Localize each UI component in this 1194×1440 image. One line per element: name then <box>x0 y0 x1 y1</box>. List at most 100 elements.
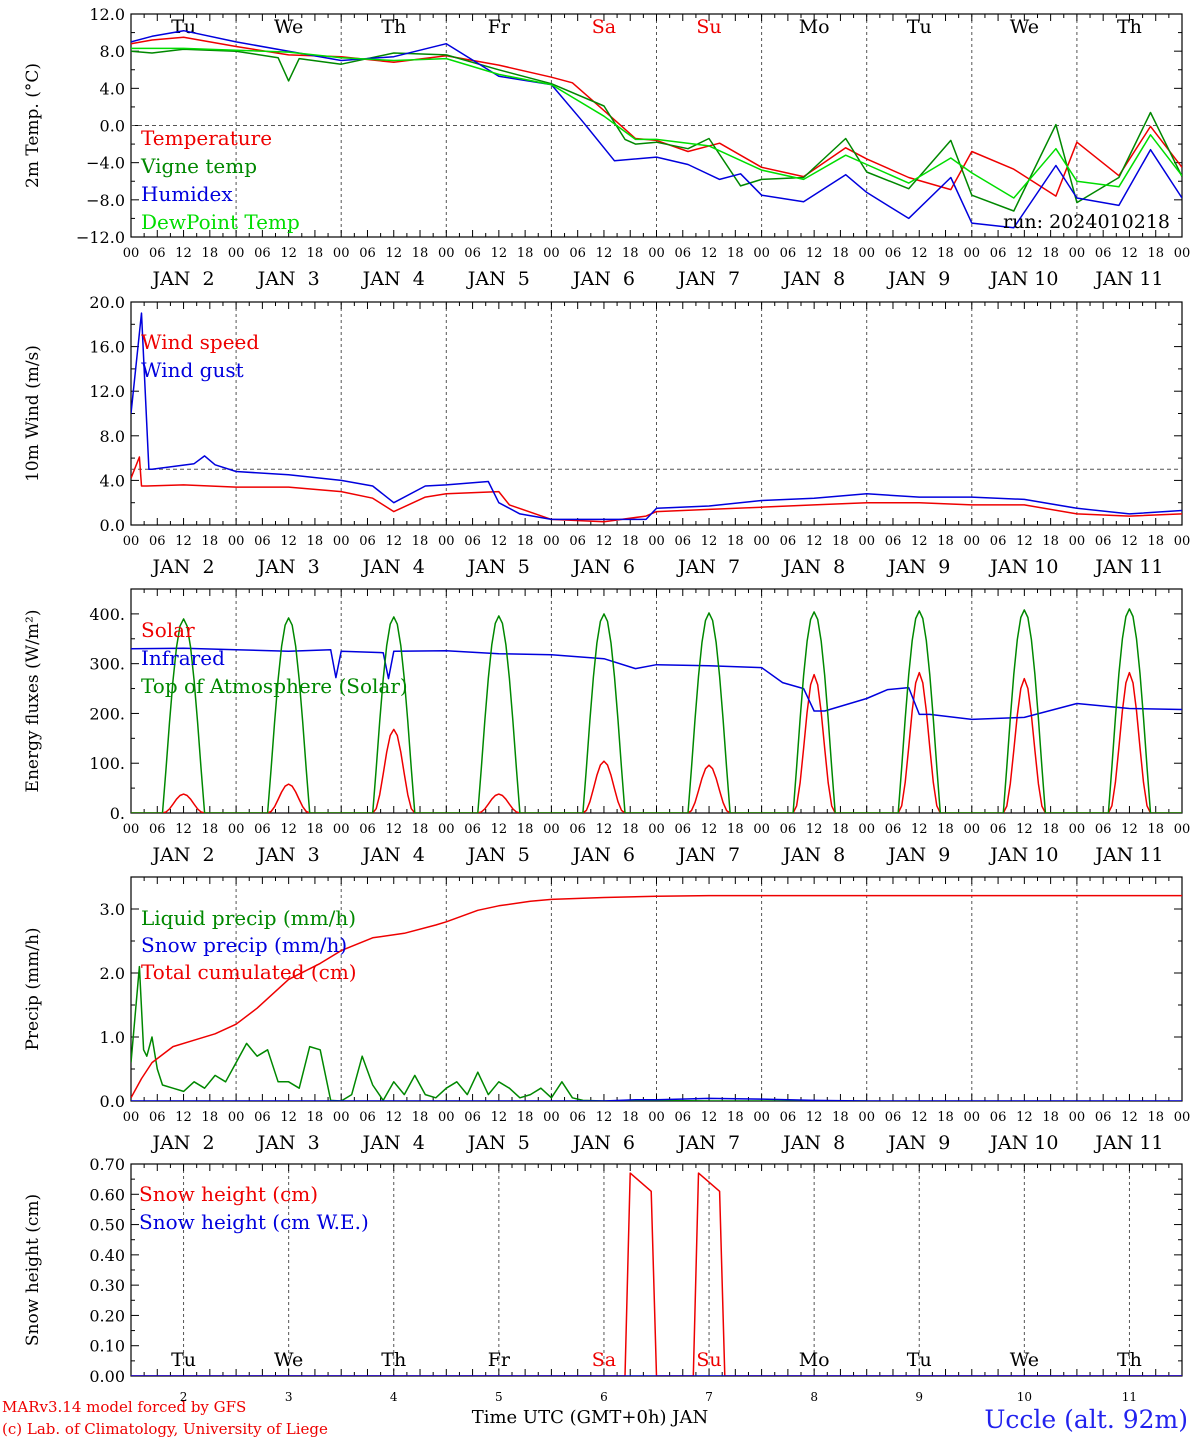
hour-tick-label: 06 <box>1095 534 1112 549</box>
date-label: JAN 7 <box>676 844 740 866</box>
panel-wind: 20.0 16.0 12.0 8.0 4.0 0.0 10m Wind (m/s) 00 06 1… <box>23 293 1190 578</box>
hour-tick-label: 12 <box>701 822 718 837</box>
hour-tick-label: 18 <box>1147 246 1164 261</box>
date-label: JAN 8 <box>781 268 845 290</box>
legend-entry: Temperature <box>141 126 272 150</box>
hour-tick-label: 12 <box>1121 534 1138 549</box>
date-label: JAN 9 <box>886 268 950 290</box>
hour-tick-label: 06 <box>885 822 902 837</box>
series-snow-precip-mm-h- <box>131 1097 1182 1101</box>
hour-tick-label: 06 <box>675 822 692 837</box>
hour-tick-label: 12 <box>280 1110 297 1125</box>
date-label: JAN 5 <box>466 844 530 866</box>
date-label: JAN 3 <box>256 268 320 290</box>
hour-tick-label: 00 <box>333 822 350 837</box>
series-wind-speed <box>131 456 1182 523</box>
hour-tick-label: 12 <box>280 534 297 549</box>
date-label: JAN 4 <box>361 844 425 866</box>
plot-frame <box>130 301 1183 526</box>
y-tick-label: 0.20 <box>89 1306 125 1325</box>
hour-tick-label: 12 <box>1016 1110 1033 1125</box>
hour-tick-label: 12 <box>491 1110 508 1125</box>
short-date-label: 6 <box>600 1390 608 1404</box>
date-label: JAN 6 <box>571 844 635 866</box>
date-label: JAN 5 <box>466 268 530 290</box>
y-tick-label: 0.00 <box>89 1367 125 1386</box>
y-axis-label: 10m Wind (m/s) <box>23 345 43 482</box>
hour-tick-label: 18 <box>1042 822 1059 837</box>
hour-tick-label: 06 <box>1095 822 1112 837</box>
date-label: JAN 3 <box>256 556 320 578</box>
hour-tick-label: 00 <box>438 1110 455 1125</box>
hour-tick-label: 00 <box>648 822 665 837</box>
hour-tick-label: 00 <box>228 822 245 837</box>
hour-tick-label: 12 <box>385 822 402 837</box>
y-tick-label: 16.0 <box>89 338 125 357</box>
series-solar <box>131 671 1182 813</box>
hour-tick-label: 00 <box>543 246 560 261</box>
y-tick-label: 0.40 <box>89 1246 125 1265</box>
hour-tick-label: 12 <box>1016 822 1033 837</box>
hour-tick-label: 06 <box>780 822 797 837</box>
hour-tick-label: 18 <box>412 822 429 837</box>
hour-tick-label: 12 <box>806 534 823 549</box>
hour-tick-label: 18 <box>832 246 849 261</box>
hour-tick-label: 00 <box>753 246 770 261</box>
hour-tick-label: 06 <box>569 534 586 549</box>
hour-tick-label: 18 <box>622 534 639 549</box>
y-axis-label: Energy fluxes (W/m²) <box>23 610 43 793</box>
hour-tick-label: 12 <box>1121 822 1138 837</box>
hour-tick-label: 00 <box>1174 822 1191 837</box>
y-tick-label: 1.0 <box>100 1028 125 1047</box>
hour-tick-label: 00 <box>1174 1110 1191 1125</box>
legend-entry: Snow height (cm W.E.) <box>139 1210 369 1234</box>
hour-tick-label: 12 <box>596 822 613 837</box>
series-group <box>131 1172 1182 1376</box>
y-tick-label: 0.70 <box>89 1155 125 1174</box>
hour-tick-label: 06 <box>569 822 586 837</box>
hour-tick-label: 18 <box>622 246 639 261</box>
weekday-label: We <box>1010 16 1039 38</box>
hour-tick-label: 00 <box>1069 822 1086 837</box>
hour-tick-label: 12 <box>1016 246 1033 261</box>
date-label: JAN 11 <box>1093 268 1163 290</box>
hour-tick-label: 00 <box>858 534 875 549</box>
date-label: JAN 6 <box>571 1132 635 1154</box>
hour-tick-label: 06 <box>254 1110 271 1125</box>
date-label: JAN 5 <box>466 1132 530 1154</box>
hour-tick-label: 06 <box>675 534 692 549</box>
legend-entry: Snow height (cm) <box>139 1182 318 1206</box>
date-label: JAN 2 <box>150 844 214 866</box>
plot-frame <box>130 588 1183 814</box>
date-label: JAN 2 <box>150 268 214 290</box>
hour-tick-label: 00 <box>333 1110 350 1125</box>
hour-tick-label: 00 <box>543 1110 560 1125</box>
y-tick-label: 0.10 <box>89 1337 125 1356</box>
y-axis-label: Snow height (cm) <box>23 1194 43 1346</box>
series-humidex <box>131 29 1182 229</box>
hour-tick-label: 12 <box>911 1110 928 1125</box>
hour-tick-label: 06 <box>359 534 376 549</box>
short-date-label: 3 <box>285 1390 293 1404</box>
hour-tick-label: 12 <box>280 246 297 261</box>
hour-tick-label: 12 <box>175 246 192 261</box>
y-tick-label: 0.30 <box>89 1276 125 1295</box>
hour-tick-label: 00 <box>1174 534 1191 549</box>
hour-tick-label: 00 <box>648 246 665 261</box>
date-label: JAN 7 <box>676 556 740 578</box>
date-label: JAN 10 <box>988 556 1058 578</box>
hour-tick-label: 12 <box>701 1110 718 1125</box>
legend-entry: DewPoint Temp <box>141 210 300 234</box>
panel-energy: 400. 300. 200. 100. 0. Energy fluxes (W/m²) 00… <box>23 588 1191 866</box>
hour-tick-label: 18 <box>622 1110 639 1125</box>
y-axis-label: Precip (mm/h) <box>23 927 43 1050</box>
weekday-label: Mo <box>799 1349 830 1371</box>
footer-model-credit: MARv3.14 model forced by GFS <box>2 1398 246 1416</box>
hour-tick-label: 12 <box>491 246 508 261</box>
hour-tick-label: 06 <box>464 246 481 261</box>
series-top-of-atmosphere-solar- <box>131 608 1182 813</box>
date-label: JAN 11 <box>1093 844 1163 866</box>
hour-tick-label: 12 <box>806 246 823 261</box>
weekday-label: Th <box>1117 1349 1142 1371</box>
